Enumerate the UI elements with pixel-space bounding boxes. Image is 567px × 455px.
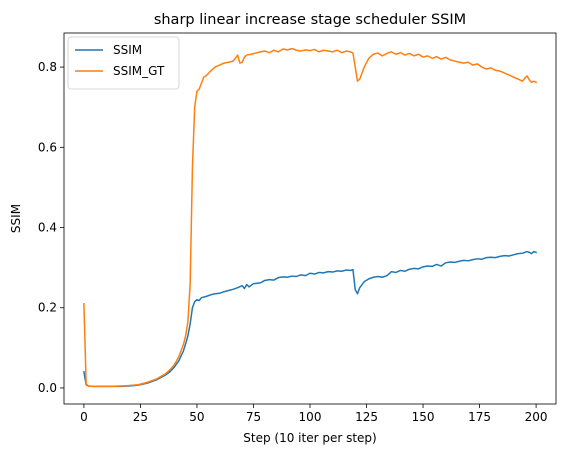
series-line-ssim-gt bbox=[83, 47, 538, 388]
y-tick-label: 0.2 bbox=[38, 301, 57, 315]
y-tick-label: 0.4 bbox=[38, 221, 57, 235]
x-tick-label: 175 bbox=[468, 410, 491, 424]
y-axis: 0.0 0.2 0.4 0.6 0.8 bbox=[38, 60, 64, 395]
x-tick-label: 100 bbox=[299, 410, 322, 424]
series-layer bbox=[83, 47, 538, 388]
legend: SSIM SSIM_GT bbox=[67, 36, 180, 90]
chart-title: sharp linear increase stage scheduler SS… bbox=[154, 12, 466, 28]
legend-entry-label: SSIM_GT bbox=[113, 64, 165, 78]
y-tick-label: 0.8 bbox=[38, 60, 57, 74]
y-tick-label: 0.0 bbox=[38, 381, 57, 395]
y-axis-label: SSIM bbox=[9, 204, 23, 233]
x-tick-label: 200 bbox=[525, 410, 548, 424]
x-tick-label: 75 bbox=[246, 410, 261, 424]
x-tick-label: 0 bbox=[80, 410, 88, 424]
x-tick-label: 50 bbox=[189, 410, 204, 424]
x-tick-label: 125 bbox=[355, 410, 378, 424]
series-line-ssim bbox=[83, 250, 538, 388]
x-axis: 0 25 50 75 100 125 150 175 200 bbox=[80, 404, 548, 424]
x-tick-label: 150 bbox=[412, 410, 435, 424]
x-tick-label: 25 bbox=[133, 410, 148, 424]
x-axis-label: Step (10 iter per step) bbox=[243, 431, 376, 445]
legend-entry-label: SSIM bbox=[113, 43, 142, 57]
y-tick-label: 0.6 bbox=[38, 140, 57, 154]
